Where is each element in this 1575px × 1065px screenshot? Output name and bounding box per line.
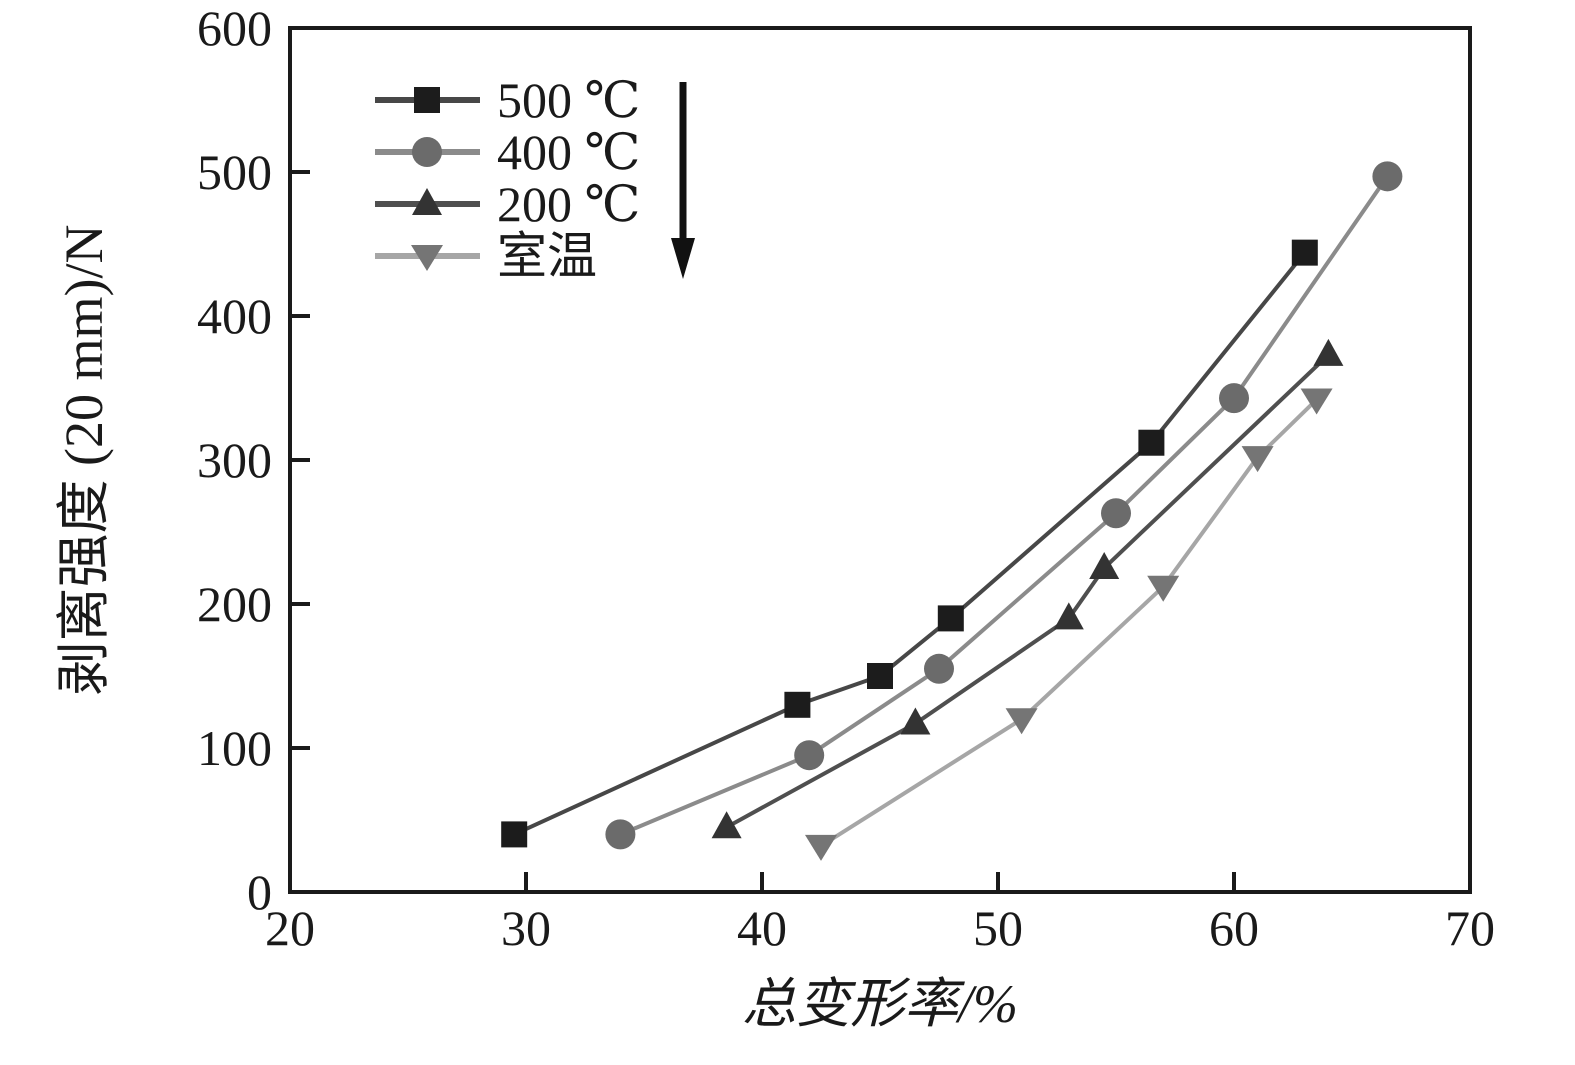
data-point-circle: [1101, 498, 1131, 529]
x-tick-label: 40: [737, 900, 787, 956]
data-point-triangle-up: [1053, 602, 1084, 630]
series-500℃: [501, 239, 1318, 848]
legend-label: 400 ℃: [497, 124, 640, 180]
legend-item-500℃: 500 ℃: [375, 72, 640, 128]
data-point-triangle-up: [900, 707, 931, 735]
y-tick-label: 200: [197, 576, 272, 632]
x-axis-ticks: 20 30 40 50 60 70: [265, 872, 1495, 956]
series-line: [513, 251, 1307, 837]
data-point-square: [501, 821, 528, 848]
temperature-down-arrow: [671, 82, 695, 279]
data-point-square: [1138, 429, 1165, 456]
legend-label: 200 ℃: [497, 176, 640, 232]
data-point-square: [867, 663, 893, 689]
series-200℃: [711, 338, 1344, 839]
legend-item-400℃: 400 ℃: [375, 124, 640, 180]
data-point-square: [784, 691, 811, 718]
data-point-circle: [1219, 383, 1249, 414]
data-point-triangle-up: [1089, 552, 1120, 579]
x-tick-label: 60: [1209, 900, 1259, 956]
data-point-triangle-up: [711, 811, 742, 839]
y-tick-label: 400: [197, 288, 272, 344]
y-tick-label: 300: [197, 432, 272, 488]
data-point-triangle-down: [411, 245, 443, 271]
y-tick-label: 100: [197, 720, 272, 776]
legend-item-室温: 室温: [375, 228, 597, 284]
x-axis-title: 总变形率/%: [742, 974, 1018, 1034]
x-tick-label: 20: [265, 900, 315, 956]
y-axis-title: 剥离强度 (20 mm)/N: [54, 225, 114, 696]
series-400℃: [605, 161, 1403, 850]
data-point-circle: [1372, 161, 1403, 192]
y-tick-label: 500: [197, 144, 272, 200]
x-tick-label: 50: [973, 900, 1023, 956]
x-tick-label: 30: [501, 900, 551, 956]
data-point-circle: [605, 819, 636, 850]
data-point-triangle-down: [1005, 708, 1038, 735]
data-point-triangle-down: [805, 834, 837, 861]
data-point-triangle-down: [1300, 388, 1333, 415]
y-tick-label: 600: [197, 0, 272, 56]
data-point-circle: [794, 740, 825, 771]
legend-item-200℃: 200 ℃: [375, 176, 640, 232]
series-室温: [805, 388, 1333, 861]
data-point-triangle-down: [1241, 446, 1274, 473]
arrow-head-icon: [671, 238, 695, 279]
data-point-square: [1291, 239, 1318, 266]
y-axis-ticks: 0 100 200 300 400 500 600: [197, 0, 310, 920]
series-group: [501, 161, 1403, 861]
data-point-triangle-down: [1147, 575, 1180, 602]
series-line: [619, 175, 1390, 837]
plot-frame: [288, 26, 1472, 894]
data-point-circle: [924, 653, 954, 684]
data-point-square: [414, 87, 440, 113]
data-point-triangle-up: [412, 188, 442, 215]
y-tick-label: 0: [247, 864, 272, 920]
data-point-triangle-up: [1313, 338, 1344, 366]
legend-label: 室温: [497, 228, 597, 284]
data-point-circle: [412, 137, 442, 167]
data-point-square: [937, 605, 964, 632]
legend-label: 500 ℃: [497, 72, 640, 128]
x-tick-label: 70: [1445, 900, 1495, 956]
